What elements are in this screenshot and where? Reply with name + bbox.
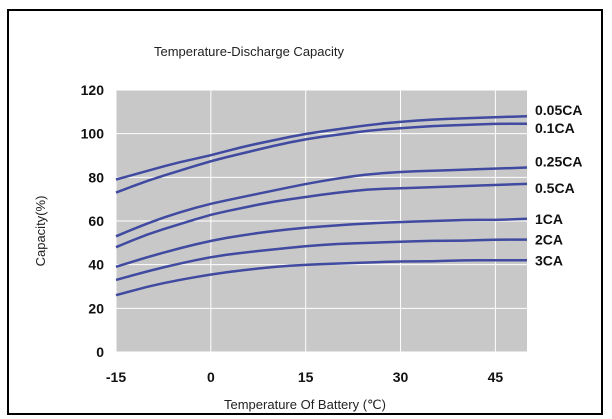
y-tick-label: 60 [88, 213, 104, 229]
y-tick-label: 80 [88, 169, 104, 185]
x-axis-ticks: -15 0 15 30 45 [106, 369, 503, 385]
series-label: 1CA [535, 211, 563, 227]
series-line-0-05ca [115, 114, 528, 181]
x-tick-label: 0 [207, 369, 215, 385]
chart: Temperature-Discharge Capacity 0 20 40 60 80… [33, 44, 582, 412]
series-lines [115, 114, 528, 297]
chart-title: Temperature-Discharge Capacity [154, 44, 345, 59]
x-tick-label: 30 [393, 369, 409, 385]
x-tick-label: 15 [298, 369, 314, 385]
series-line-0-5ca [115, 182, 528, 249]
y-axis-ticks: 0 20 40 60 80 100 120 [81, 82, 105, 360]
series-line-3ca [115, 259, 527, 297]
x-tick-label: 45 [488, 369, 504, 385]
y-tick-label: 40 [88, 257, 104, 273]
series-line-2ca [115, 238, 527, 282]
series-line-0-1ca [115, 122, 527, 194]
chart-frame: Temperature-Discharge Capacity 0 20 40 60 80… [7, 9, 603, 415]
series-label: 3CA [535, 252, 563, 268]
series-label: 0.05CA [535, 102, 582, 118]
y-tick-label: 20 [88, 300, 104, 316]
series-line-0-25ca [115, 166, 528, 238]
series-label: 0.25CA [535, 154, 582, 170]
series-label: 2CA [535, 232, 563, 248]
y-tick-label: 100 [81, 126, 105, 142]
y-axis-label: Capacity(%) [33, 196, 48, 267]
y-tick-label: 0 [96, 344, 104, 360]
series-label: 0.5CA [535, 180, 575, 196]
y-tick-label: 120 [81, 82, 105, 98]
series-label: 0.1CA [535, 120, 575, 136]
series-labels: 0.05CA 0.1CA 0.25CA 0.5CA 1CA 2CA 3CA [535, 102, 582, 268]
x-axis-label: Temperature Of Battery (℃) [224, 397, 386, 412]
series-line-1ca [115, 217, 528, 268]
x-tick-label: -15 [106, 369, 126, 385]
